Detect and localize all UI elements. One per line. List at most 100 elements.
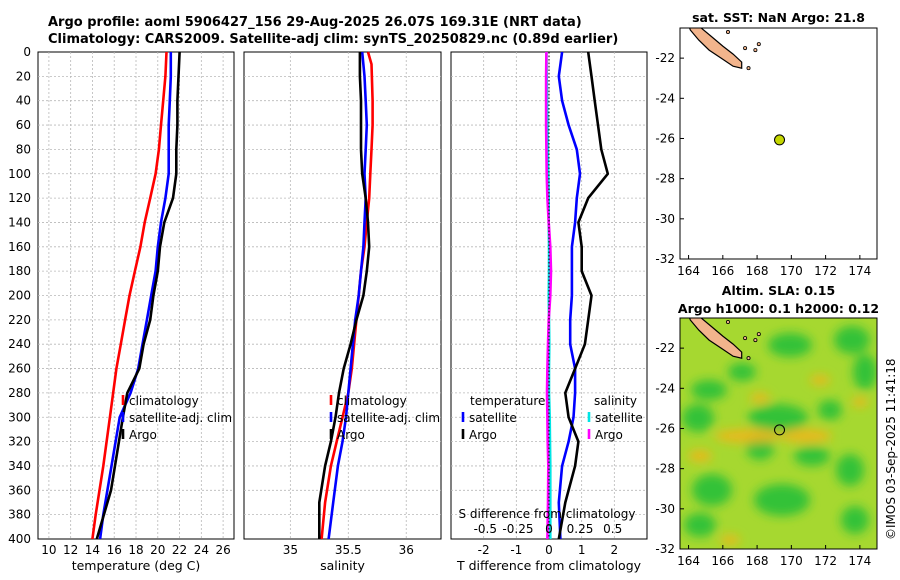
depth-tick-label: 320 (8, 435, 31, 449)
sla-patch (834, 326, 870, 354)
depth-tick-label: 160 (8, 240, 31, 254)
temp-xtick-label: 20 (150, 543, 165, 557)
diff-series-3 (544, 51, 553, 540)
sla-map-xtick-label: 166 (711, 554, 734, 568)
temp-series-0 (91, 51, 168, 540)
sst-map-content (680, 28, 877, 259)
sla-map-content (680, 318, 877, 549)
diff-series-0 (557, 51, 582, 540)
sla-patch (853, 354, 877, 390)
temp-xtick-label: 18 (128, 543, 143, 557)
depth-tick-label: 220 (8, 313, 31, 327)
temp-legend-label: climatology (129, 394, 199, 408)
depth-tick-label: 360 (8, 483, 31, 497)
sal-xtick-label: 36 (399, 543, 414, 557)
sst-title: sat. SST: NaN Argo: 21.8 (692, 10, 865, 25)
sst-map-xtick-label: 174 (848, 264, 871, 278)
sst-map-island (688, 28, 743, 69)
sla-map-ytick-label: -30 (655, 502, 675, 516)
sst-map-xtick-label: 170 (780, 264, 803, 278)
sla-map-ytick-label: -28 (655, 462, 675, 476)
sla-patch (688, 450, 712, 462)
sla-patch (780, 429, 832, 443)
sla-map-islet (753, 338, 758, 343)
sla-patch (754, 484, 810, 516)
sst-map-islet (725, 30, 730, 35)
sla-map-islet (743, 336, 748, 341)
diff-top-tick-label: 0.25 (567, 522, 594, 536)
temp-xtick-label: 24 (194, 543, 209, 557)
diff-temp-legend-label: Argo (469, 428, 497, 442)
sla-patch (810, 375, 830, 385)
depth-tick-label: 260 (8, 362, 31, 376)
header-line2: Climatology: CARS2009. Satellite-adj cli… (48, 32, 619, 47)
temp-xtick-label: 14 (85, 543, 100, 557)
temp-legend-label: satellite-adj. clim (129, 411, 232, 425)
sla-map-ytick-label: -24 (655, 381, 675, 395)
sla-title-line1: Altim. SLA: 0.15 (722, 283, 835, 298)
header-line1: Argo profile: aoml 5906427_156 29-Aug-20… (48, 15, 582, 30)
depth-tick-label: 240 (8, 337, 31, 351)
depth-tick-label: 280 (8, 386, 31, 400)
sla-patch (768, 333, 812, 357)
sla-patch (818, 400, 842, 420)
sst-map-islet (743, 46, 748, 51)
diff-temp-legend-label: satellite (469, 411, 517, 425)
sst-map-ytick-label: -30 (655, 212, 675, 226)
sal-series-1 (327, 51, 369, 540)
sla-map-xtick-label: 172 (814, 554, 837, 568)
diff-top-label: S difference from climatology (459, 507, 636, 521)
diff-sal-legend-label: Argo (595, 428, 623, 442)
depth-tick-label: 100 (8, 167, 31, 181)
temp-xlabel: temperature (deg C) (72, 558, 201, 573)
diff-xtick-label: -2 (478, 543, 490, 557)
depth-tick-label: 140 (8, 215, 31, 229)
sal-xtick-label: 35 (283, 543, 298, 557)
temp-xtick-label: 10 (41, 543, 56, 557)
sla-patch (720, 535, 740, 545)
diff-top-tick-label: 0 (545, 522, 553, 536)
sst-map-frame (679, 27, 878, 260)
sla-map-xtick-label: 164 (677, 554, 700, 568)
sst-map-ytick-label: -32 (655, 252, 675, 266)
sla-patch (682, 404, 714, 432)
sla-patch (750, 393, 770, 403)
diff-xtick-label: 2 (611, 543, 619, 557)
depth-tick-label: 20 (16, 69, 31, 83)
sla-map-xtick-label: 174 (848, 554, 871, 568)
depth-tick-label: 300 (8, 410, 31, 424)
depth-tick-label: 400 (8, 532, 31, 546)
sla-patch (794, 446, 830, 466)
sla-map-islet (756, 332, 761, 337)
sla-patch (692, 474, 732, 506)
depth-tick-label: 0 (23, 45, 31, 59)
diff-series-1 (557, 51, 610, 540)
sla-map-ytick-label: -22 (655, 341, 675, 355)
diff-xtick-label: 1 (578, 543, 586, 557)
sla-title-line2: Argo h1000: 0.1 h2000: 0.12 (678, 301, 879, 316)
sal-legend-label: climatology (337, 394, 407, 408)
sst-map-ytick-label: -22 (655, 51, 675, 65)
sal-xtick-label: 35.5 (335, 543, 362, 557)
diff-top-tick-label: 0.5 (603, 522, 622, 536)
sla-patch (836, 454, 864, 486)
sla-map-ytick-label: -32 (655, 542, 675, 556)
sst-map-ytick-label: -26 (655, 131, 675, 145)
temp-xtick-label: 16 (107, 543, 122, 557)
diff-legend-title-sal: salinity (594, 394, 637, 408)
diff-top-tick-label: -0.5 (474, 522, 497, 536)
sst-map-islet (753, 48, 758, 53)
sla-patch (728, 363, 756, 381)
temp-xtick-label: 12 (63, 543, 78, 557)
depth-tick-label: 200 (8, 289, 31, 303)
sla-map-island (688, 318, 743, 359)
sst-map-xtick-label: 164 (677, 264, 700, 278)
depth-tick-label: 80 (16, 142, 31, 156)
sla-patch (714, 429, 782, 443)
sla-patch (691, 380, 727, 400)
depth-tick-label: 40 (16, 94, 31, 108)
sst-map-xtick-label: 168 (746, 264, 769, 278)
imos-timestamp: ©IMOS 03-Sep-2025 11:41:18 (884, 358, 898, 540)
sst-map-ytick-label: -28 (655, 172, 675, 186)
sst-map-islet (756, 42, 761, 47)
